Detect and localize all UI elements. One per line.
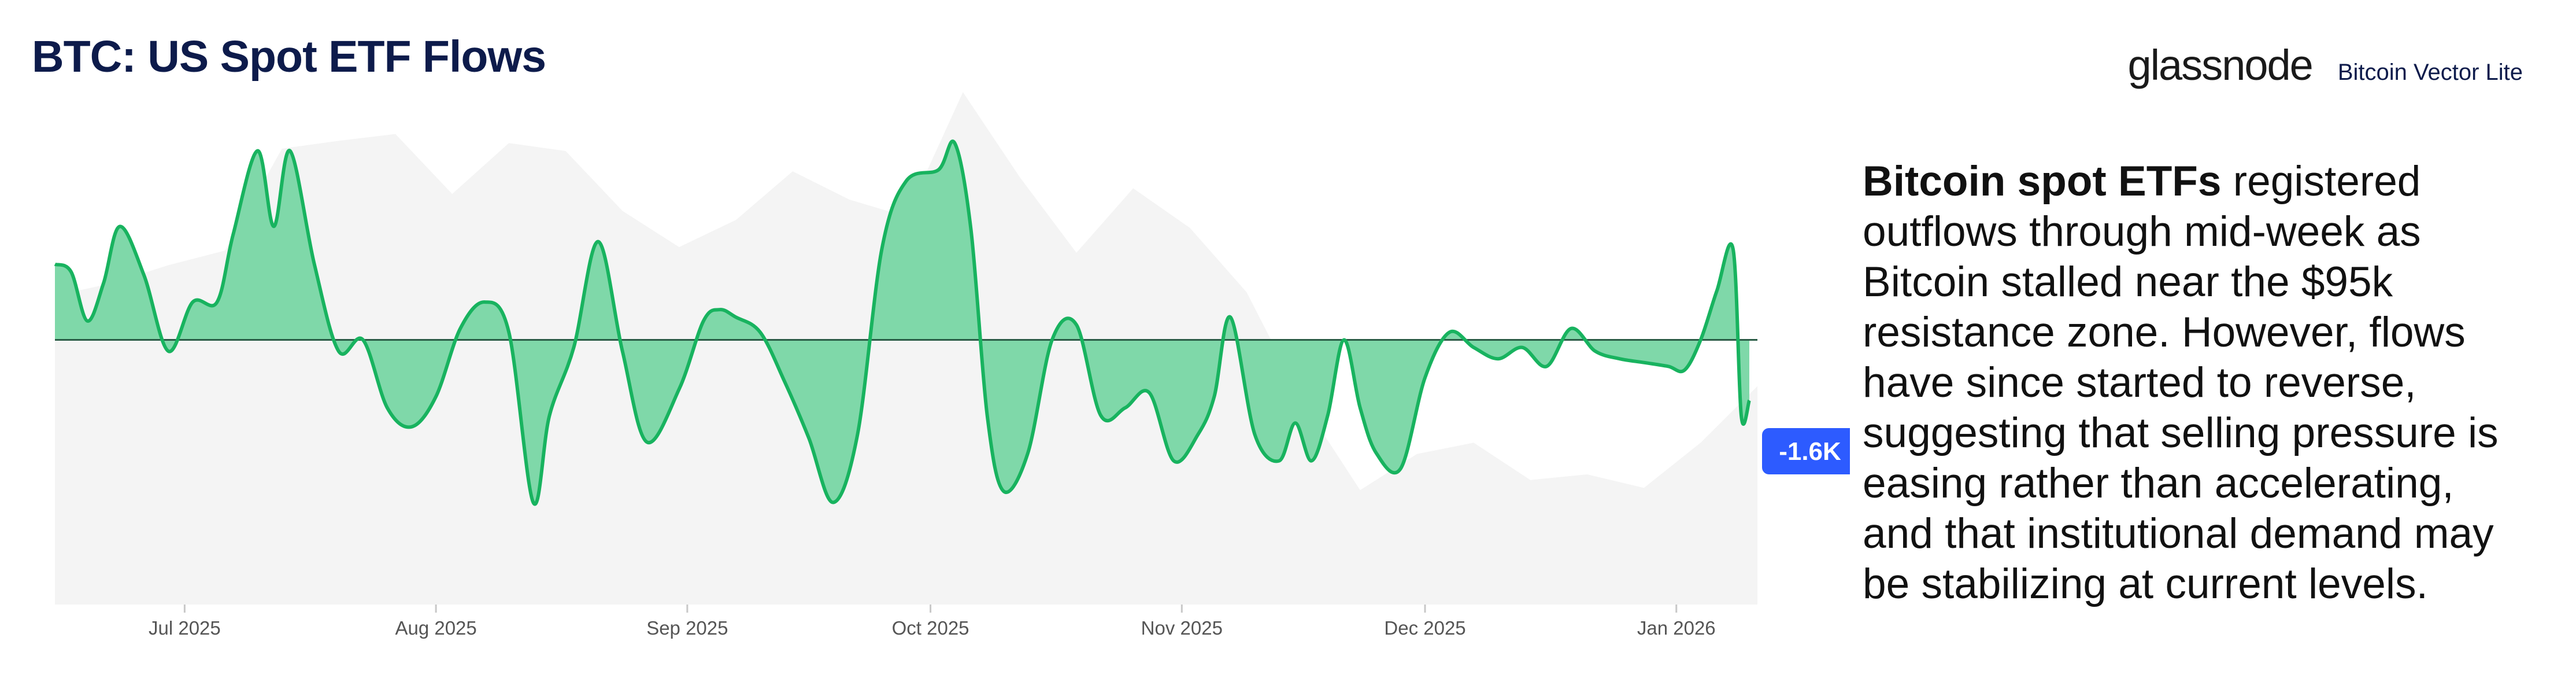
- brand: glassnode Bitcoin Vector Lite: [2127, 40, 2523, 90]
- x-tick-label: Oct 2025: [892, 617, 969, 639]
- etf-flow-chart: Jul 2025 Aug 2025 Sep 2025 Oct 2025 Nov 2025…: [54, 92, 1850, 639]
- x-tick-label: Aug 2025: [395, 617, 476, 639]
- flow-series-line: [54, 139, 1751, 506]
- chart-title: BTC: US Spot ETF Flows: [32, 32, 546, 82]
- brand-subtitle: Bitcoin Vector Lite: [2337, 60, 2523, 85]
- brand-logo: glassnode: [2127, 41, 2313, 89]
- x-tick-label: Jan 2026: [1637, 617, 1716, 639]
- price-backdrop-area: [55, 92, 1757, 605]
- commentary: Bitcoin spot ETFs registered outflows th…: [1863, 156, 2527, 609]
- flow-area-fill: [55, 141, 1749, 504]
- x-tick-label: Dec 2025: [1384, 617, 1465, 639]
- last-value-badge-label: -1.6K: [1779, 437, 1841, 466]
- commentary-body: registered outflows through mid-week as …: [1863, 158, 2499, 607]
- x-tick-label: Sep 2025: [646, 617, 728, 639]
- commentary-lead: Bitcoin spot ETFs: [1863, 158, 2222, 205]
- last-value-badge: -1.6K: [1762, 428, 1850, 474]
- x-axis: Jul 2025 Aug 2025 Sep 2025 Oct 2025 Nov 2025…: [149, 605, 1716, 639]
- x-tick-label: Jul 2025: [149, 617, 221, 639]
- last-value-badge-bg: [1762, 428, 1850, 474]
- x-tick-label: Nov 2025: [1141, 617, 1223, 639]
